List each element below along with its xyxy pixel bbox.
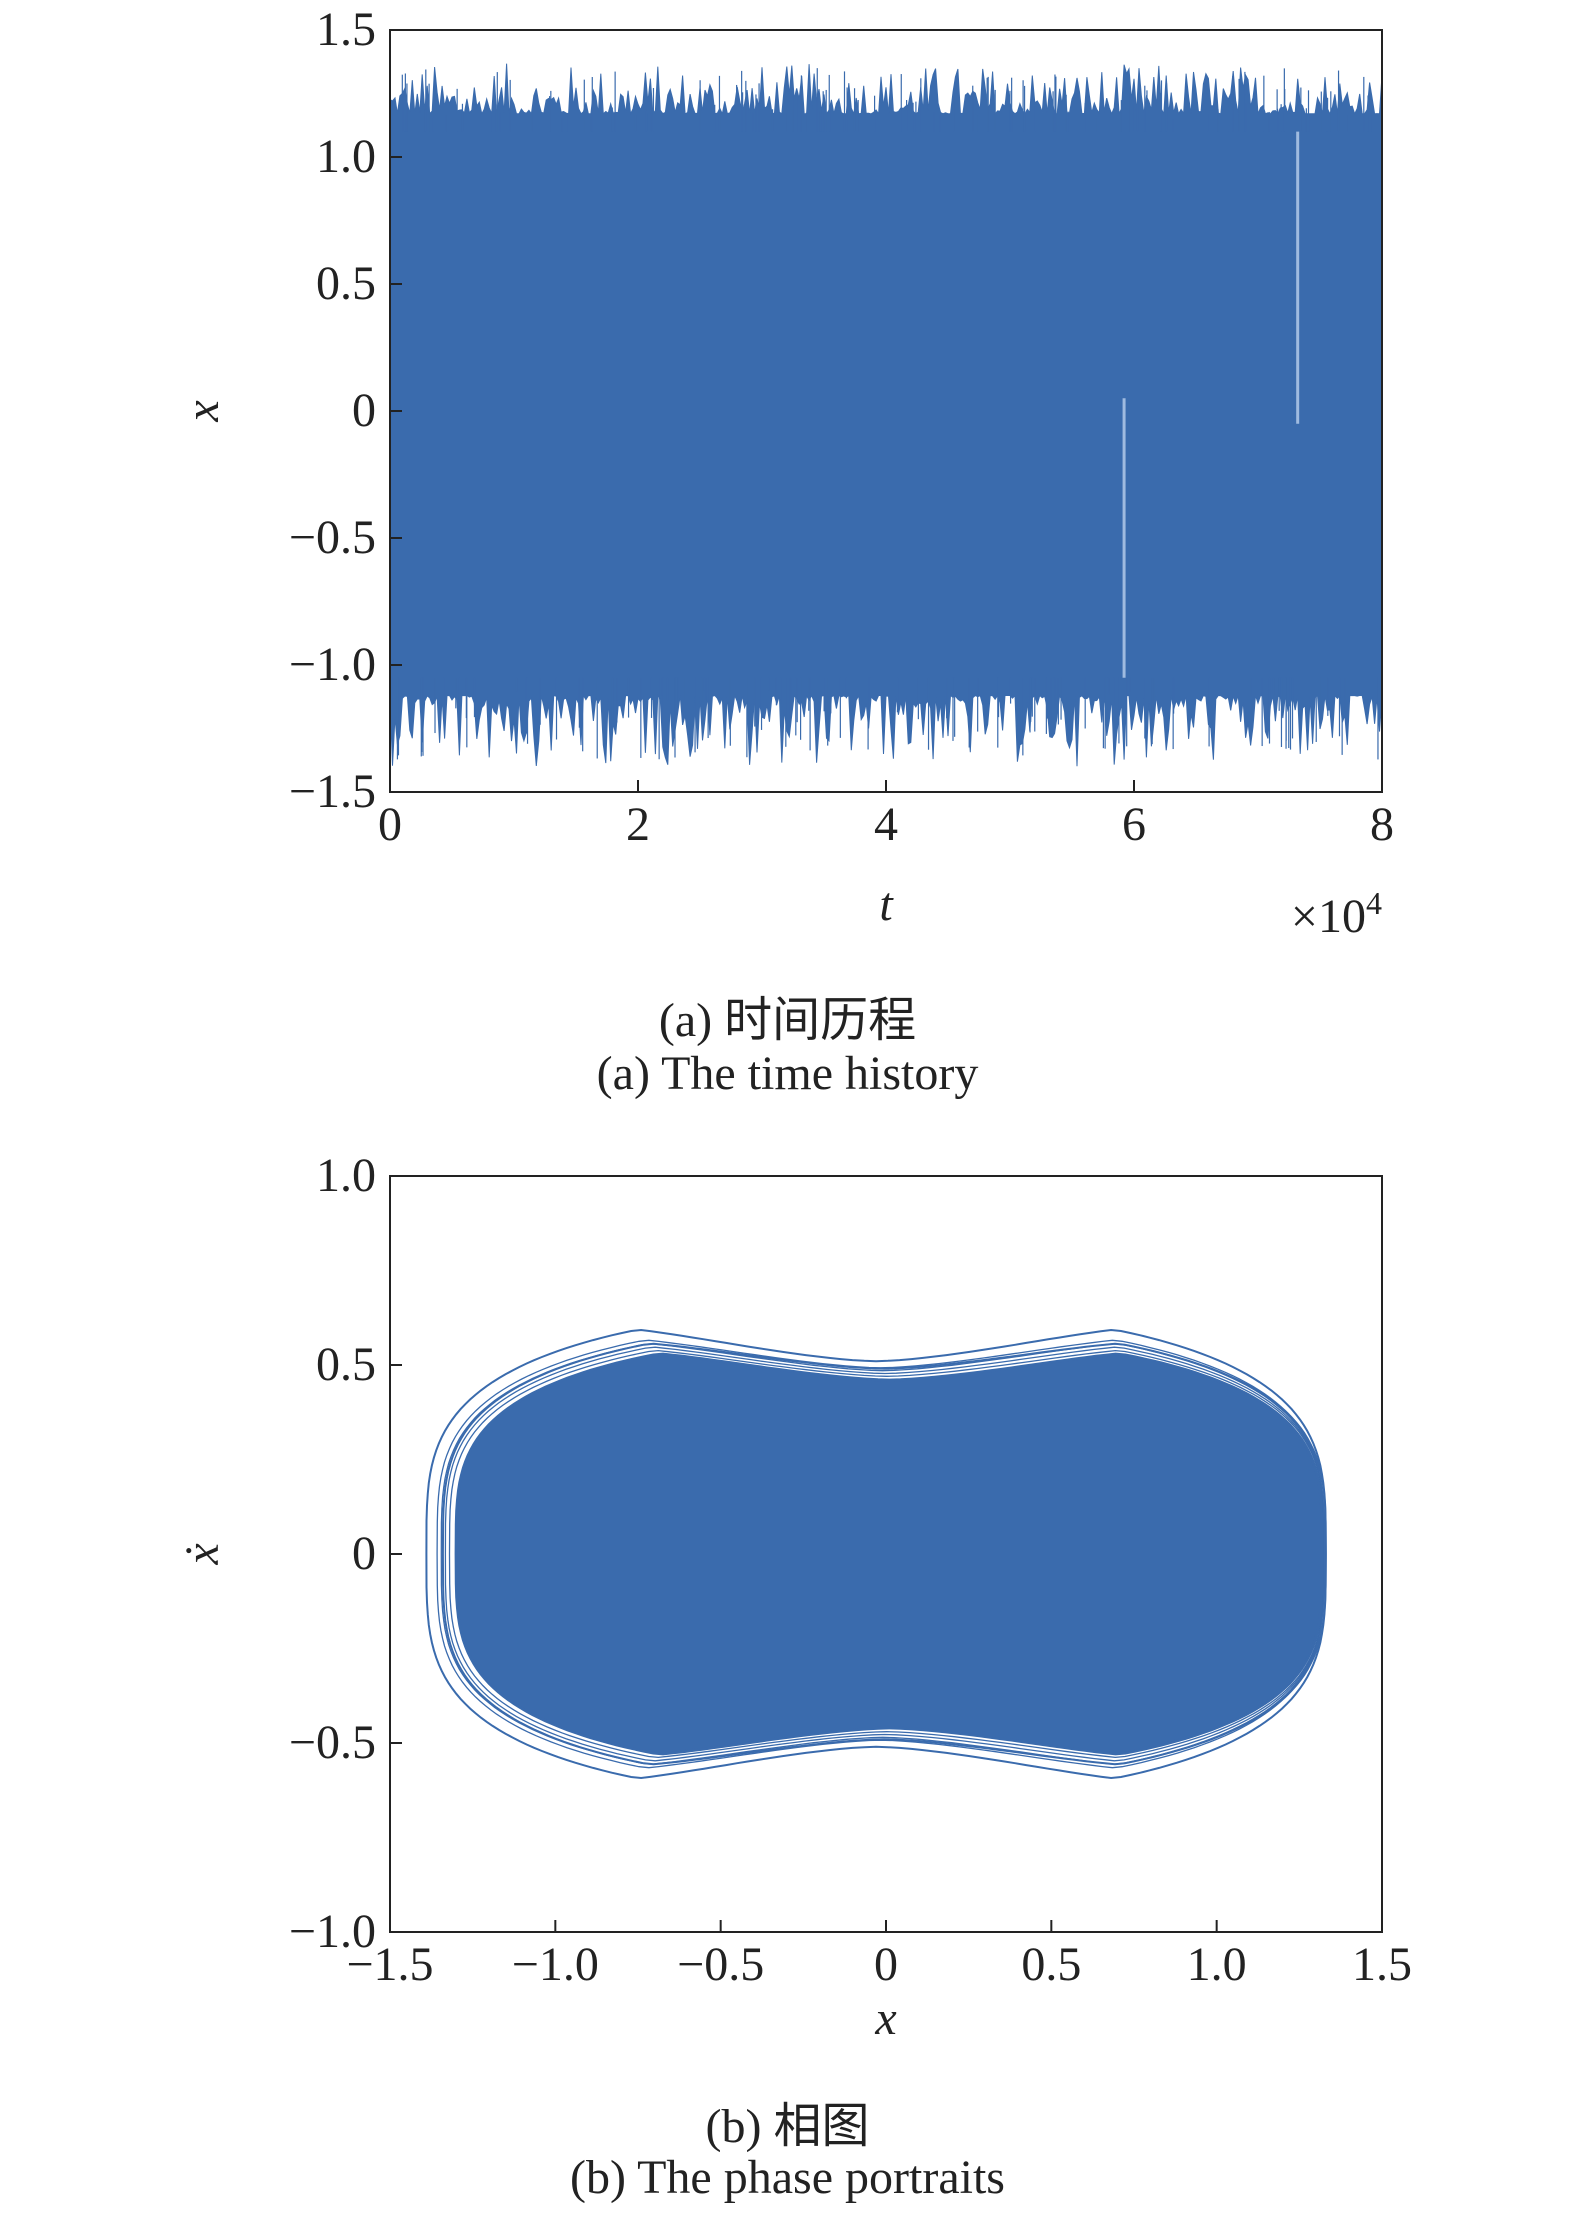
y-tick-label: −0.5 (289, 511, 376, 564)
phase-orbit-line (448, 1349, 1325, 1759)
y-axis-label: ẋ (176, 1543, 229, 1566)
caption-b-cn: (b) 相图 (705, 2100, 870, 2153)
x-tick-label: 1.5 (1352, 1938, 1412, 1991)
x-tick-label: 6 (1122, 798, 1146, 851)
phase-portrait-chart: −1.5 −1.0 −0.5 0 0.5 1.0 1.51.00.50−0.5−1.0xẋ (176, 1149, 1412, 2045)
x-tick-label: −1.0 (512, 1938, 599, 1991)
y-tick-label: 1.0 (316, 130, 376, 183)
y-tick-label: 0.5 (316, 1338, 376, 1391)
x-tick-label: 0.5 (1021, 1938, 1081, 1991)
caption-a-cn: (a) 时间历程 (658, 994, 917, 1047)
y-tick-label: 0 (352, 1527, 376, 1580)
y-tick-label: −1.0 (289, 638, 376, 691)
phase-orbit-line (436, 1339, 1325, 1769)
phase-orbit-line (425, 1328, 1327, 1780)
x-tick-label: 0 (378, 798, 402, 851)
time-series-band (389, 63, 1383, 767)
x-tick-label: −1.5 (346, 1938, 433, 1991)
y-tick-label: −1.0 (289, 1905, 376, 1958)
x-tick-label: 8 (1370, 798, 1394, 851)
phase-orbit-line (440, 1343, 1325, 1765)
time-history-panel: 0 2 4 6 8 1.5 1.0 0.5 0 −0.5 −1.0 −1.5 t x ×104 (a) 时间… (176, 3, 1394, 1100)
x-axis-label: x (874, 1992, 896, 2045)
y-tick-label: −0.5 (289, 1716, 376, 1769)
y-tick-label: 1.0 (316, 1149, 376, 1202)
x-tick-label: 0 (874, 1938, 898, 1991)
x-tick-label: −0.5 (677, 1938, 764, 1991)
y-tick-label: 0 (352, 384, 376, 437)
y-tick-label: −1.5 (289, 765, 376, 818)
x-axis-multiplier: ×104 (1291, 885, 1382, 943)
x-tick-label: 4 (874, 798, 898, 851)
x-tick-label: 1.0 (1187, 1938, 1247, 1991)
caption-b-en: (b) The phase portraits (570, 2151, 1005, 2204)
time-history-chart: 0 2 4 6 8 1.5 1.0 0.5 0 −0.5 −1.0 −1.5 t x ×104 (176, 3, 1394, 943)
caption-a-en: (a) The time history (596, 1047, 979, 1100)
x-axis-label: t (879, 878, 894, 931)
phase-portrait-panel: −1.5 −1.0 −0.5 0 0.5 1.0 1.5 1.0 0.5 0 −0.5 −1.0 x ẋ … (0, 1110, 1575, 2219)
phase-orbit-line (444, 1346, 1325, 1762)
x-tick-label: 2 (626, 798, 650, 851)
y-axis-label: x (176, 400, 229, 422)
y-tick-label: 0.5 (316, 257, 376, 310)
phase-filled-region (454, 1352, 1325, 1756)
y-tick-label: 1.5 (316, 3, 376, 56)
